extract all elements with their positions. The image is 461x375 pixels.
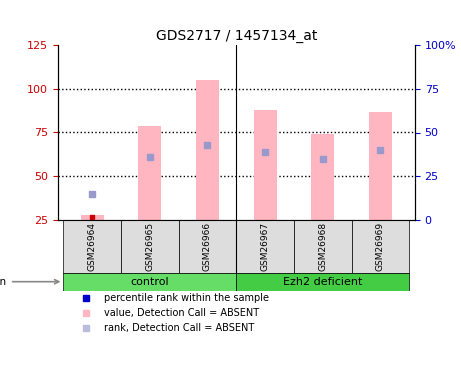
Text: Ezh2 deficient: Ezh2 deficient [283, 277, 362, 286]
Text: GSM26966: GSM26966 [203, 222, 212, 271]
FancyBboxPatch shape [64, 220, 121, 273]
Text: count: count [104, 279, 132, 288]
Bar [81, 215, 104, 220]
Text: GSM26967: GSM26967 [260, 222, 270, 271]
FancyBboxPatch shape [351, 220, 409, 273]
Bar [254, 110, 277, 220]
Text: GSM26968: GSM26968 [318, 222, 327, 271]
FancyBboxPatch shape [121, 220, 179, 273]
Bar [311, 134, 334, 220]
FancyBboxPatch shape [294, 220, 351, 273]
FancyBboxPatch shape [64, 273, 236, 291]
Text: GSM26969: GSM26969 [376, 222, 385, 271]
FancyBboxPatch shape [179, 220, 236, 273]
Text: value, Detection Call = ABSENT: value, Detection Call = ABSENT [104, 308, 259, 318]
Title: GDS2717 / 1457134_at: GDS2717 / 1457134_at [155, 28, 317, 43]
Bar [369, 111, 392, 220]
Text: control: control [130, 277, 169, 286]
Text: percentile rank within the sample: percentile rank within the sample [104, 293, 269, 303]
Bar [138, 126, 161, 220]
Text: rank, Detection Call = ABSENT: rank, Detection Call = ABSENT [104, 322, 254, 333]
FancyBboxPatch shape [236, 220, 294, 273]
Text: GSM26965: GSM26965 [145, 222, 154, 271]
FancyBboxPatch shape [236, 273, 409, 291]
Text: genotype/variation: genotype/variation [0, 277, 59, 286]
Bar [196, 80, 219, 220]
Text: GSM26964: GSM26964 [88, 222, 97, 271]
